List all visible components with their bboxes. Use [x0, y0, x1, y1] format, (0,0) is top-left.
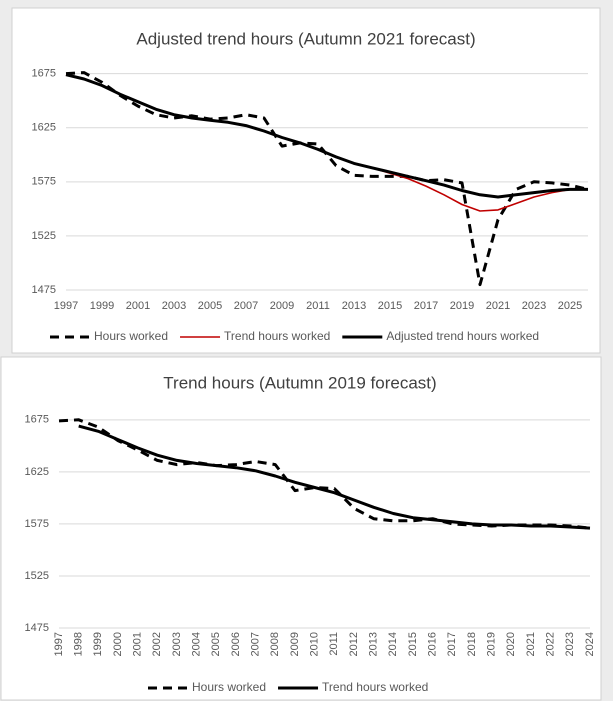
y-tick-label: 1525: [32, 230, 56, 242]
panel: [0, 356, 602, 701]
y-tick-label: 1675: [32, 68, 56, 80]
x-tick-label: 2015: [378, 300, 402, 312]
x-tick-label: 2014: [387, 632, 399, 656]
series-line: [65, 71, 589, 287]
x-tick-label: 2019: [450, 300, 474, 312]
x-tick-label: 2023: [522, 300, 546, 312]
x-tick-label: 2017: [446, 632, 458, 656]
x-tick-label: 2001: [126, 300, 150, 312]
series-line: [78, 424, 591, 530]
x-tick-label: 2013: [342, 300, 366, 312]
x-tick-label: 2020: [505, 632, 517, 656]
x-tick-label: 2013: [368, 632, 380, 656]
x-tick-label: 2016: [427, 632, 439, 656]
x-tick-label: 2003: [162, 300, 186, 312]
x-tick-label: 2006: [230, 632, 242, 656]
x-tick-label: 2000: [112, 632, 124, 656]
x-tick-label: 2003: [171, 632, 183, 656]
x-tick-label: 2021: [486, 300, 510, 312]
y-tick-label: 1575: [25, 518, 49, 530]
x-tick-label: 1998: [73, 632, 85, 656]
y-tick-label: 1475: [25, 622, 49, 634]
x-tick-label: 2008: [269, 632, 281, 656]
x-tick-label: 2025: [558, 300, 582, 312]
chart-title: Trend hours (Autumn 2019 forecast): [163, 373, 436, 392]
legend-label: Trend hours worked: [224, 329, 330, 343]
y-tick-label: 1625: [25, 466, 49, 478]
x-tick-label: 2021: [525, 632, 537, 656]
x-tick-label: 2009: [270, 300, 294, 312]
x-tick-label: 1999: [92, 632, 104, 656]
x-tick-label: 2023: [564, 632, 576, 656]
x-tick-label: 2015: [407, 632, 419, 656]
x-tick-label: 2005: [210, 632, 222, 656]
y-tick-label: 1675: [25, 414, 49, 426]
x-tick-label: 2022: [545, 632, 557, 656]
series-line: [65, 73, 588, 199]
y-tick-label: 1625: [32, 122, 56, 134]
x-tick-label: 2007: [234, 300, 258, 312]
legend-label: Adjusted trend hours worked: [386, 329, 539, 343]
x-tick-label: 2017: [414, 300, 438, 312]
x-tick-label: 2009: [289, 632, 301, 656]
legend-label: Trend hours worked: [322, 680, 428, 694]
x-tick-label: 1997: [53, 632, 65, 656]
y-tick-label: 1475: [32, 284, 56, 296]
x-tick-label: 1999: [90, 300, 114, 312]
x-tick-label: 2018: [466, 632, 478, 656]
x-tick-label: 2010: [309, 632, 321, 656]
x-tick-label: 2012: [348, 632, 360, 656]
x-tick-label: 2004: [191, 632, 203, 656]
x-tick-label: 1997: [54, 300, 78, 312]
legend-label: Hours worked: [192, 680, 266, 694]
x-tick-label: 2011: [306, 300, 330, 312]
x-tick-label: 2002: [151, 632, 163, 656]
x-tick-label: 2019: [486, 632, 498, 656]
x-tick-label: 2011: [328, 632, 340, 656]
series-line: [58, 418, 591, 530]
x-tick-label: 2007: [250, 632, 262, 656]
chart-title: Adjusted trend hours (Autumn 2021 foreca…: [136, 29, 475, 48]
legend-label: Hours worked: [94, 329, 168, 343]
x-tick-label: 2001: [132, 632, 144, 656]
x-tick-label: 2005: [198, 300, 222, 312]
panel: [11, 7, 601, 354]
x-tick-label: 2024: [584, 632, 596, 656]
y-tick-label: 1525: [25, 570, 49, 582]
y-tick-label: 1575: [32, 176, 56, 188]
